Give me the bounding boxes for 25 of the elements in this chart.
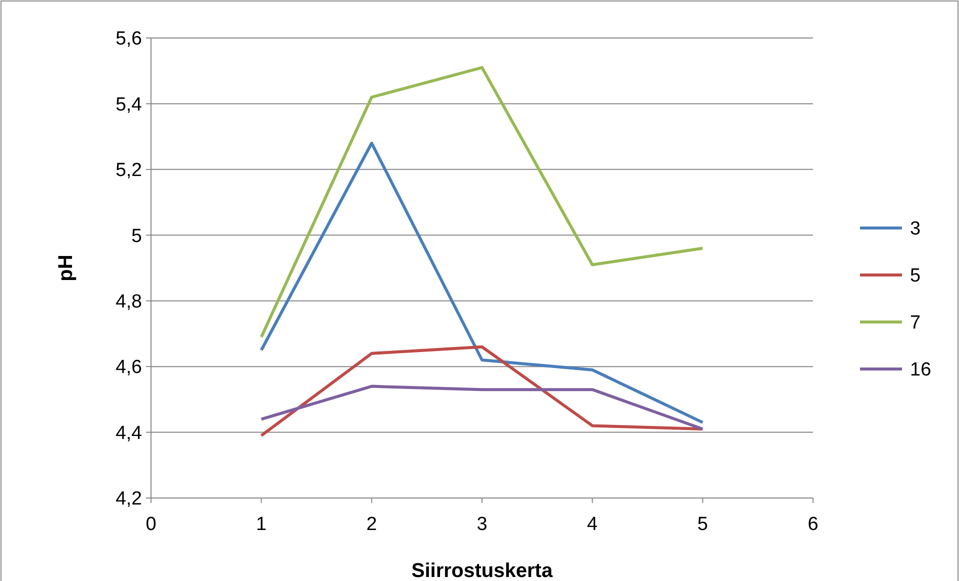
line-series — [260, 66, 704, 338]
legend-label: 7 — [910, 312, 921, 334]
y-tick-label: 5,2 — [116, 160, 142, 182]
x-tick-label: 3 — [476, 514, 488, 535]
y-axis-title: pH — [55, 254, 77, 282]
x-tick-label: 0 — [146, 514, 156, 535]
x-tick-label: 1 — [256, 514, 267, 535]
y-tick-label: 5,6 — [116, 28, 142, 50]
line-series — [260, 345, 704, 438]
legend-label: 5 — [910, 266, 921, 287]
y-tick-label: 5 — [131, 226, 142, 247]
legend-label: 3 — [910, 218, 921, 240]
x-tick-label: 4 — [587, 514, 598, 535]
y-tick-label: 5,4 — [116, 94, 142, 116]
line-series — [260, 142, 704, 424]
y-tick-label: 4,6 — [116, 357, 142, 378]
line-series — [260, 384, 704, 430]
x-tick-label: 6 — [808, 514, 818, 535]
x-tick-label: 5 — [697, 514, 708, 535]
x-tick-label: 2 — [366, 514, 377, 535]
y-tick-label: 4,2 — [116, 488, 142, 510]
x-axis-title: Siirrostuskerta — [411, 560, 554, 581]
legend-label: 16 — [910, 360, 932, 381]
y-tick-label: 4,8 — [116, 292, 142, 313]
y-tick-label: 4,4 — [116, 422, 142, 444]
